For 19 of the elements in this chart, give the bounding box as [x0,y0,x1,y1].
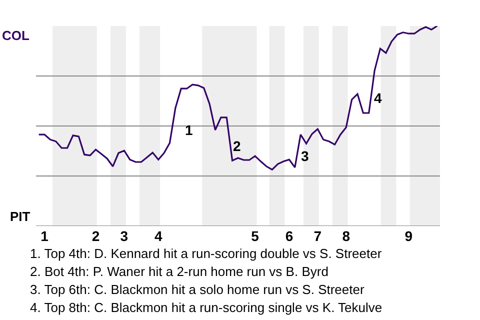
text: COL [2,28,30,43]
x-tick-label: 2 [92,228,100,244]
x-tick-label: 5 [251,228,260,244]
x-tick-label: 1 [40,228,49,244]
annotation: 1 [185,122,193,138]
x-tick-label: 9 [404,228,413,244]
x-tick-label: 6 [285,228,294,244]
text: 2. Bot 4th: P. Waner hit a 2-run home run vs B. Byrd [30,264,328,279]
text: 3. Top 6th: C. Blackmon hit a solo home run vs S. Streeter [30,282,365,297]
text: 4. Top 8th: C. Blackmon hit a run-scoring single vs K. Tekulve [30,300,382,315]
annotation: 4 [374,90,382,106]
annotation: 3 [301,148,309,164]
text: PIT [10,209,30,224]
x-tick-label: 4 [154,228,162,244]
text: 1. Top 4th: D. Kennard hit a run-scoring double vs S. Streeter [30,246,382,261]
x-tick-label: 3 [120,228,128,244]
annotation: 2 [233,138,241,154]
x-tick-label: 7 [314,228,322,244]
x-tick-label: 8 [342,228,350,244]
